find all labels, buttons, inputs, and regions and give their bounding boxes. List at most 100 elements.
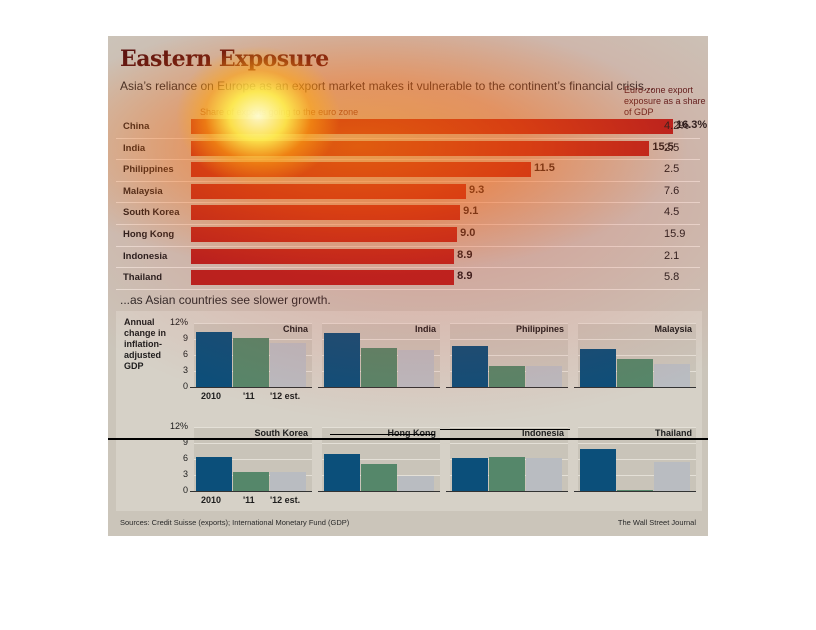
- row-separator: [116, 245, 700, 247]
- gdp-bar: [580, 449, 616, 491]
- y-tick-label: 6: [182, 349, 188, 359]
- side-column-header: Euro-zone export exposure as a share of …: [624, 85, 706, 117]
- export-bar: [191, 270, 455, 286]
- row-separator: [116, 202, 700, 204]
- gdp-bar: [526, 365, 562, 387]
- gdp-bar: [617, 359, 653, 387]
- x-tick-label: '12 est.: [270, 495, 301, 505]
- panel-baseline: [318, 387, 440, 388]
- panel-title: South Korea: [254, 428, 308, 438]
- gdp-share-value: 2.1: [664, 249, 680, 262]
- gdp-share-value: 4.5: [664, 206, 680, 219]
- country-label: Philippines: [123, 164, 174, 176]
- panel-baseline: [446, 491, 568, 492]
- export-bar: [191, 227, 458, 242]
- chart-subtitle: Asia’s reliance on Europe as an export m…: [120, 79, 654, 93]
- bar-value-label: 8.9: [457, 248, 473, 261]
- gdp-share-value: 7.6: [664, 184, 680, 197]
- panel-title: Philippines: [515, 324, 564, 334]
- bar-axis-label: Share of exports going to the euro zone: [200, 107, 359, 117]
- panel-baseline: [574, 387, 696, 388]
- gdp-bar: [196, 331, 232, 387]
- gdp-bar: [526, 458, 562, 491]
- bar-value-label: 9.3: [469, 183, 485, 196]
- gdp-bar: [270, 342, 306, 387]
- gridline: [322, 443, 440, 444]
- section-title: ...as Asian countries see slower growth.: [120, 293, 331, 307]
- gdp-bar: [398, 349, 434, 387]
- row-separator: [116, 137, 700, 139]
- gridline: [194, 443, 312, 444]
- y-tick-label: 3: [182, 365, 188, 375]
- export-bar: [191, 140, 650, 156]
- y-tick-label: 12%: [169, 317, 188, 327]
- x-tick-label: 2010: [201, 391, 222, 401]
- panel-baseline: [446, 387, 568, 388]
- gdp-bar: [580, 348, 616, 387]
- gdp-share-value: 2.5: [664, 163, 680, 176]
- gdp-bar: [452, 457, 488, 491]
- panel-baseline: [318, 491, 440, 492]
- y-tick-label: 6: [182, 453, 188, 463]
- overlay-line: [108, 438, 708, 440]
- gdp-bar: [233, 471, 269, 491]
- country-label: Thailand: [123, 272, 163, 284]
- panel-title: Thailand: [654, 428, 692, 438]
- row-separator: [116, 288, 700, 290]
- bar-value-label: 9.0: [460, 227, 476, 239]
- panel-baseline: [190, 491, 312, 492]
- gdp-bar: [361, 348, 397, 387]
- gdp-share-value: 5.8: [664, 271, 680, 284]
- x-tick-label: '12 est.: [270, 391, 301, 401]
- gdp-bar: [324, 453, 360, 491]
- y-tick-label: 0: [182, 381, 188, 391]
- gdp-bar: [196, 457, 232, 491]
- x-tick-label: '11: [243, 495, 255, 505]
- gdp-share-value: 4.2%: [664, 120, 690, 132]
- country-label: Malaysia: [123, 185, 163, 197]
- export-bar: [191, 183, 466, 199]
- overlay-line: [330, 434, 435, 435]
- country-label: South Korea: [123, 207, 180, 219]
- y-tick-label: 0: [182, 485, 188, 495]
- panel-title: Malaysia: [654, 324, 692, 334]
- gdp-bar: [324, 333, 360, 387]
- gdp-bar: [270, 472, 306, 491]
- gdp-share-value: 15.9: [664, 228, 686, 240]
- overlay-line: [440, 429, 570, 430]
- row-separator: [116, 159, 700, 161]
- credit-line: The Wall Street Journal: [617, 518, 696, 527]
- chart-title: Eastern Exposure: [120, 46, 329, 72]
- y-tick-label: 9: [182, 333, 188, 343]
- gdp-y-axis-label: Annual change in inflation-adjusted GDP: [124, 317, 167, 371]
- panel-baseline: [190, 387, 312, 388]
- gdp-bar: [489, 456, 525, 491]
- infographic: Eastern Exposure Asia’s reliance on Euro…: [108, 36, 708, 536]
- export-bar: [191, 205, 461, 221]
- row-separator: [116, 224, 700, 225]
- gdp-bar: [398, 476, 434, 491]
- gdp-bar: [233, 337, 269, 387]
- bar-value-label: 11.5: [534, 162, 555, 175]
- bar-value-label: 9.1: [463, 205, 479, 218]
- y-tick-label: 3: [182, 469, 188, 479]
- export-bar: [191, 119, 673, 134]
- gridline: [578, 339, 696, 340]
- country-label: Indonesia: [123, 250, 168, 262]
- gdp-share-value: 2.5: [664, 141, 680, 154]
- x-tick-label: 2010: [201, 495, 222, 505]
- export-bar: [191, 162, 532, 178]
- gdp-bar: [654, 363, 690, 387]
- gridline: [578, 443, 696, 444]
- gdp-bar: [654, 461, 690, 491]
- x-tick-label: '11: [243, 391, 255, 401]
- row-separator: [116, 267, 700, 269]
- country-label: China: [123, 121, 150, 132]
- panel-baseline: [574, 491, 696, 492]
- gdp-bar: [489, 366, 525, 387]
- gdp-bar: [361, 464, 397, 491]
- country-label: India: [123, 142, 146, 154]
- country-label: Hong Kong: [123, 229, 175, 240]
- gridline: [450, 339, 568, 340]
- row-separator: [116, 180, 700, 182]
